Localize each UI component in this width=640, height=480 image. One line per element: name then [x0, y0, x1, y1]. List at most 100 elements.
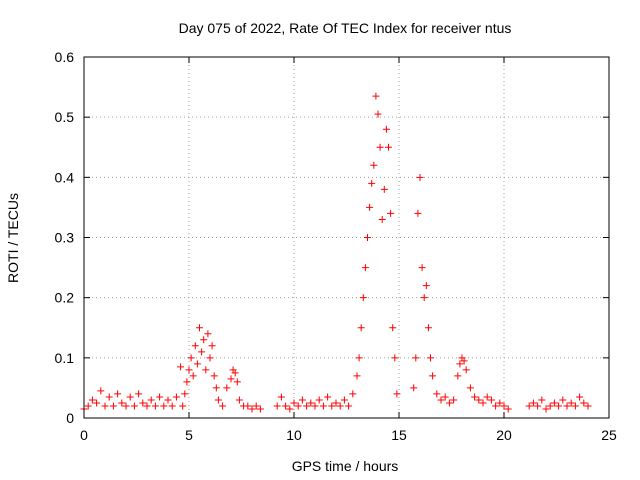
data-point [172, 393, 180, 401]
data-point [156, 393, 164, 401]
data-point [248, 405, 256, 413]
data-point [546, 402, 554, 410]
data-point [364, 234, 371, 241]
data-point [84, 402, 92, 410]
data-point [567, 399, 575, 407]
data-point [414, 209, 422, 217]
data-point [450, 396, 458, 404]
data-point [340, 396, 348, 404]
data-point [147, 396, 155, 404]
data-point [370, 161, 378, 169]
data-point [500, 402, 508, 410]
data-point [122, 402, 130, 410]
data-point [168, 402, 176, 410]
data-point [227, 375, 235, 383]
data-points [80, 92, 592, 413]
data-point [273, 402, 281, 410]
data-point [542, 405, 550, 413]
data-point [97, 387, 105, 395]
data-point [244, 402, 252, 410]
data-point [353, 372, 361, 380]
data-point [109, 402, 117, 410]
data-point [196, 324, 203, 332]
data-point [571, 402, 579, 410]
axis-ticks: 0 5 10 15 20 25 0 0.1 0.2 0.3 0.4 0.5 0.6 [55, 49, 617, 443]
data-point [355, 354, 363, 362]
y-tick-label: 0 [66, 410, 74, 426]
data-point [294, 402, 302, 410]
data-point [382, 125, 390, 133]
grid [84, 57, 609, 418]
data-point [315, 396, 323, 404]
data-point [223, 384, 231, 392]
data-point [580, 399, 588, 407]
data-point [277, 393, 285, 401]
data-point [492, 402, 500, 410]
data-point [456, 360, 464, 368]
data-point [198, 348, 206, 356]
data-point [424, 324, 432, 332]
data-point [368, 179, 376, 187]
data-point [206, 354, 214, 362]
data-point [475, 396, 483, 404]
data-point [235, 396, 243, 404]
data-point [252, 402, 260, 410]
data-point [422, 282, 430, 290]
data-point [576, 393, 584, 401]
data-point [437, 396, 445, 404]
data-point [410, 384, 418, 392]
y-tick-label: 0.6 [55, 49, 75, 65]
data-point [376, 143, 384, 151]
data-point [319, 402, 327, 410]
data-point [529, 399, 537, 407]
data-point [349, 390, 357, 398]
data-point [160, 402, 168, 410]
data-point [286, 405, 294, 413]
data-point [139, 399, 147, 407]
data-point [118, 399, 126, 407]
x-tick-label: 20 [496, 427, 512, 443]
data-point [193, 360, 201, 368]
data-point [202, 366, 210, 374]
data-point [559, 396, 567, 404]
data-point [525, 402, 533, 410]
data-point [389, 324, 397, 332]
data-point [393, 390, 401, 398]
data-point [187, 354, 195, 362]
data-point [336, 402, 344, 410]
x-tick-label: 15 [391, 427, 407, 443]
data-point [387, 209, 395, 217]
data-point [191, 342, 199, 350]
data-point [181, 390, 189, 398]
data-point [328, 402, 336, 410]
data-point [324, 393, 332, 401]
x-tick-label: 10 [286, 427, 302, 443]
data-point [151, 402, 159, 410]
chart-title: Day 075 of 2022, Rate Of TEC Index for r… [179, 20, 512, 36]
data-point [372, 92, 380, 100]
y-tick-label: 0.5 [55, 109, 75, 125]
data-point [378, 215, 386, 223]
data-point [189, 372, 197, 380]
data-point [185, 366, 193, 374]
data-point [303, 402, 311, 410]
data-point [487, 396, 495, 404]
data-point [219, 402, 227, 410]
data-point [101, 402, 109, 410]
y-axis-label: ROTI / TECUs [5, 193, 21, 283]
data-point [380, 185, 388, 193]
data-point [471, 393, 479, 401]
data-point [462, 366, 470, 374]
x-axis-label: GPS time / hours [292, 458, 399, 474]
data-point [374, 110, 382, 118]
data-point [496, 399, 504, 407]
data-point [584, 402, 592, 410]
data-point [357, 324, 365, 332]
data-point [538, 396, 546, 404]
data-point [445, 399, 453, 407]
data-point [504, 405, 512, 413]
data-point [361, 264, 369, 272]
data-point [208, 342, 216, 350]
data-point [427, 354, 434, 362]
